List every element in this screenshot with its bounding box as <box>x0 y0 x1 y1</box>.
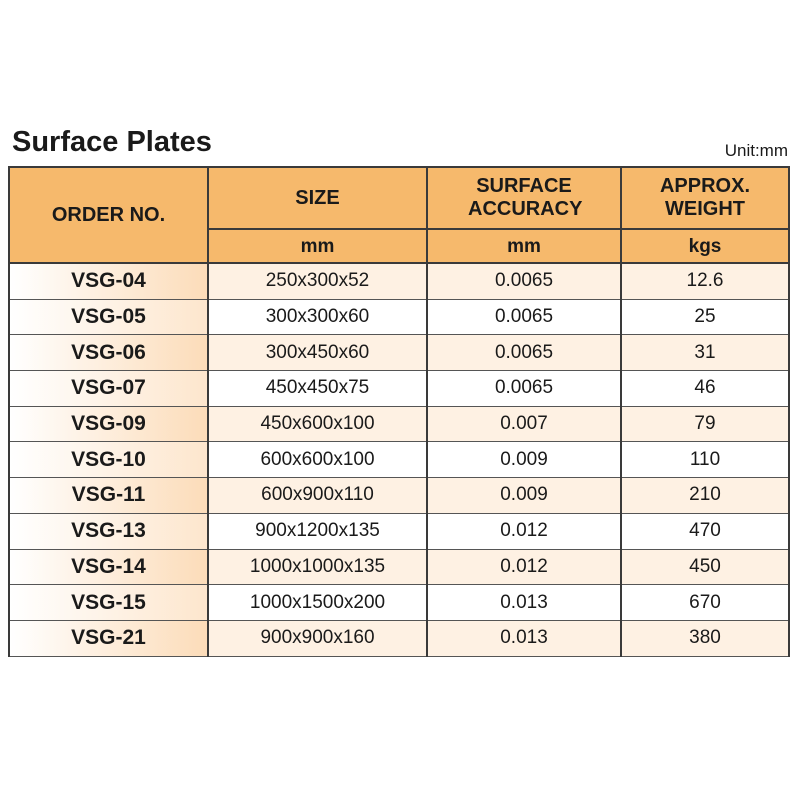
order-number: VSG-10 <box>8 441 209 479</box>
table-row: VSG-05 300x300x60 0.0065 25 <box>8 298 790 336</box>
table-row: VSG-07 450x450x75 0.0065 46 <box>8 370 790 407</box>
table-cell: 300x450x60 <box>207 334 428 372</box>
table-row: VSG-10 600x600x100 0.009 110 <box>8 441 790 479</box>
table-body: VSG-04 250x300x52 0.0065 12.6 VSG-05 300x300x… <box>8 262 790 657</box>
table-row: VSG-15 1000x1500x200 0.013 670 <box>8 584 790 621</box>
table-cell: 46 <box>620 370 790 407</box>
table-cell: 600x900x110 <box>207 477 428 514</box>
table-row: VSG-14 1000x1000x135 0.012 450 <box>8 548 790 586</box>
table-cell: 0.013 <box>426 619 622 657</box>
table-cell: 31 <box>620 334 790 372</box>
table-cell: 0.0065 <box>426 262 622 300</box>
table-row: VSG-09 450x600x100 0.007 79 <box>8 405 790 443</box>
table-cell: 0.007 <box>426 405 622 443</box>
order-number: VSG-07 <box>8 370 209 407</box>
table-cell: 450x600x100 <box>207 405 428 443</box>
table-cell: 0.013 <box>426 584 622 621</box>
order-number: VSG-15 <box>8 584 209 621</box>
table-cell: 450 <box>620 548 790 586</box>
order-number: VSG-06 <box>8 334 209 372</box>
column-unit: mm <box>207 228 428 264</box>
table-cell: 1000x1500x200 <box>207 584 428 621</box>
column-unit: mm <box>426 228 622 264</box>
table-cell: 79 <box>620 405 790 443</box>
table-cell: 600x600x100 <box>207 441 428 479</box>
table-cell: 0.0065 <box>426 370 622 407</box>
table-cell: 470 <box>620 512 790 550</box>
spec-table: ORDER NO. SIZE SURFACE ACCURACY APPROX. … <box>8 166 790 657</box>
column-header: SIZE <box>207 166 428 230</box>
order-number: VSG-21 <box>8 619 209 657</box>
table-row: VSG-21 900x900x160 0.013 380 <box>8 619 790 657</box>
table-cell: 900x1200x135 <box>207 512 428 550</box>
order-number: VSG-04 <box>8 262 209 300</box>
column-header: APPROX. WEIGHT <box>620 166 790 230</box>
table-cell: 900x900x160 <box>207 619 428 657</box>
table-cell: 1000x1000x135 <box>207 548 428 586</box>
order-number: VSG-11 <box>8 477 209 514</box>
table-cell: 210 <box>620 477 790 514</box>
table-cell: 380 <box>620 619 790 657</box>
table-cell: 0.012 <box>426 512 622 550</box>
table-cell: 0.012 <box>426 548 622 586</box>
table-row: VSG-04 250x300x52 0.0065 12.6 <box>8 262 790 300</box>
table-cell: 12.6 <box>620 262 790 300</box>
table-cell: 110 <box>620 441 790 479</box>
table-row: VSG-06 300x450x60 0.0065 31 <box>8 334 790 372</box>
order-number: VSG-05 <box>8 298 209 336</box>
table-cell: 0.0065 <box>426 298 622 336</box>
column-unit: kgs <box>620 228 790 264</box>
title: Surface Plates <box>12 126 212 158</box>
table-cell: 0.009 <box>426 477 622 514</box>
column-header: SURFACE ACCURACY <box>426 166 622 230</box>
table-row: VSG-13 900x1200x135 0.012 470 <box>8 512 790 550</box>
table-cell: 450x450x75 <box>207 370 428 407</box>
table-cell: 0.0065 <box>426 334 622 372</box>
order-number: VSG-09 <box>8 405 209 443</box>
unit-note: Unit:mm <box>724 141 788 160</box>
table-cell: 25 <box>620 298 790 336</box>
order-number: VSG-13 <box>8 512 209 550</box>
table-cell: 300x300x60 <box>207 298 428 336</box>
table-row: VSG-11 600x900x110 0.009 210 <box>8 477 790 514</box>
table-cell: 250x300x52 <box>207 262 428 300</box>
order-number: VSG-14 <box>8 548 209 586</box>
table-cell: 670 <box>620 584 790 621</box>
column-header: ORDER NO. <box>8 166 209 264</box>
table-cell: 0.009 <box>426 441 622 479</box>
